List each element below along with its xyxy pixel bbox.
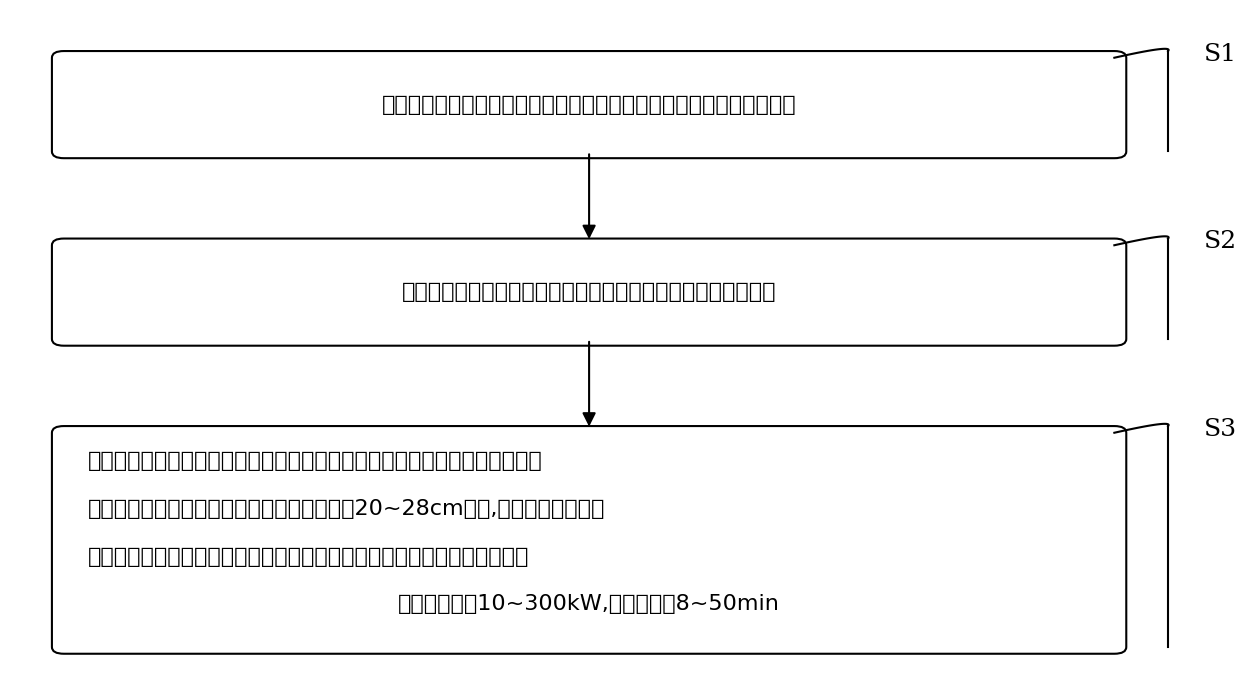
Text: 沉积材料在玻璃表面形成两种过渡渐变色；所述电子枪蒸发源加热工艺参数: 沉积材料在玻璃表面形成两种过渡渐变色；所述电子枪蒸发源加热工艺参数	[88, 546, 529, 567]
FancyBboxPatch shape	[52, 51, 1126, 158]
Text: 镀膜材料的选择：根据不同材料所呈现的光学颜色，选择所需镀膜靶材: 镀膜材料的选择：根据不同材料所呈现的光学颜色，选择所需镀膜靶材	[382, 95, 796, 115]
Text: 底，将特定调色挡板设置在电子枪蒸发源上方20~28cm位置,进行局部遮挡，使: 底，将特定调色挡板设置在电子枪蒸发源上方20~28cm位置,进行局部遮挡，使	[88, 499, 605, 519]
Text: 光学渐变镀膜：以光学蒸发镀膜机作为镀膜设备，以光洁平整的玻璃为被镀基: 光学渐变镀膜：以光学蒸发镀膜机作为镀膜设备，以光洁平整的玻璃为被镀基	[88, 452, 542, 471]
Text: S3: S3	[1204, 418, 1238, 441]
Text: S1: S1	[1204, 43, 1236, 66]
FancyBboxPatch shape	[52, 239, 1126, 346]
FancyBboxPatch shape	[52, 426, 1126, 654]
Text: S2: S2	[1204, 231, 1238, 254]
Text: 调色挡板的设计：根据预定渐变效果，设计调色挡板形状、尺寸: 调色挡板的设计：根据预定渐变效果，设计调色挡板形状、尺寸	[402, 282, 776, 302]
Text: 电子枪功率为10~300kW,加热时间为8~50min: 电子枪功率为10~300kW,加热时间为8~50min	[398, 594, 780, 614]
